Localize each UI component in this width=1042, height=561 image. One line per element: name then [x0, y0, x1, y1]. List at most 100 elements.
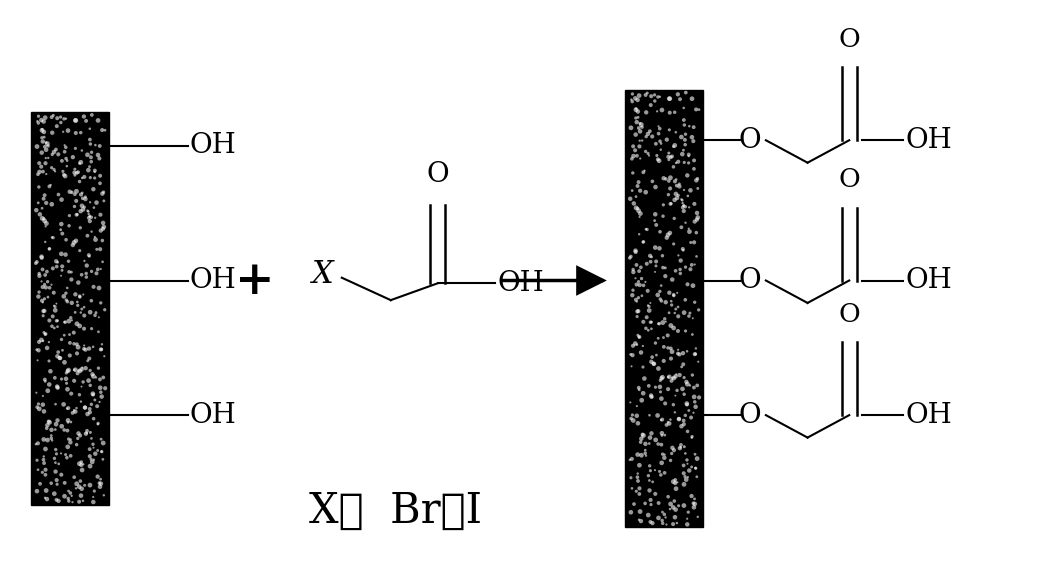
- Point: [651, 157, 668, 165]
- Point: [663, 499, 679, 508]
- Point: [673, 362, 690, 371]
- Point: [638, 324, 654, 333]
- Point: [625, 500, 642, 509]
- Point: [75, 378, 92, 387]
- Point: [635, 168, 651, 177]
- Point: [86, 173, 103, 182]
- Point: [688, 176, 704, 185]
- Point: [40, 387, 56, 396]
- Point: [653, 429, 670, 438]
- Point: [47, 445, 64, 454]
- Point: [89, 402, 105, 411]
- Point: [627, 192, 644, 201]
- Point: [655, 333, 672, 342]
- Point: [63, 435, 79, 444]
- Point: [665, 400, 681, 409]
- Point: [64, 316, 80, 325]
- Point: [72, 366, 89, 375]
- Point: [660, 190, 676, 199]
- Point: [65, 153, 81, 162]
- Point: [81, 198, 98, 207]
- Point: [35, 127, 52, 136]
- Point: [677, 327, 694, 335]
- Point: [73, 458, 90, 467]
- Point: [639, 313, 655, 322]
- Point: [38, 283, 54, 292]
- Point: [48, 257, 65, 266]
- Point: [52, 226, 69, 234]
- Text: OH: OH: [497, 270, 544, 297]
- Point: [644, 477, 661, 486]
- Point: [53, 470, 70, 479]
- Point: [80, 213, 97, 222]
- Point: [653, 516, 670, 525]
- Point: [27, 440, 44, 449]
- Point: [46, 165, 63, 174]
- Point: [60, 403, 77, 412]
- Point: [78, 116, 95, 125]
- Point: [84, 390, 101, 399]
- Point: [641, 486, 658, 495]
- Point: [660, 331, 676, 340]
- Point: [48, 449, 65, 458]
- Point: [67, 171, 83, 180]
- Point: [640, 326, 656, 335]
- Point: [30, 112, 47, 121]
- Point: [622, 194, 639, 203]
- Point: [631, 484, 648, 493]
- Point: [688, 464, 704, 473]
- Point: [66, 339, 82, 348]
- Point: [678, 399, 695, 408]
- Point: [55, 171, 72, 180]
- Point: [61, 211, 78, 220]
- Point: [631, 461, 648, 470]
- Point: [672, 265, 689, 274]
- Point: [669, 194, 686, 203]
- Point: [631, 136, 648, 145]
- Point: [60, 366, 77, 375]
- Point: [628, 297, 645, 306]
- Point: [69, 349, 85, 358]
- Point: [675, 103, 692, 112]
- Point: [40, 277, 56, 286]
- Point: [42, 367, 58, 376]
- Point: [686, 238, 702, 247]
- Point: [28, 345, 45, 354]
- Point: [84, 370, 101, 379]
- Point: [675, 246, 692, 255]
- Point: [44, 163, 60, 172]
- Text: O: O: [839, 301, 860, 327]
- Point: [623, 473, 640, 482]
- Point: [652, 295, 669, 304]
- Point: [661, 94, 677, 103]
- Point: [661, 155, 677, 164]
- Point: [43, 431, 59, 440]
- Point: [660, 343, 676, 352]
- Point: [77, 345, 94, 354]
- Point: [640, 130, 656, 139]
- Point: [42, 418, 58, 427]
- Point: [641, 306, 658, 315]
- Point: [641, 302, 658, 311]
- Point: [29, 142, 46, 151]
- Point: [92, 375, 108, 384]
- Point: [630, 277, 647, 286]
- Point: [35, 132, 52, 141]
- Point: [57, 235, 74, 244]
- Point: [33, 126, 50, 135]
- Point: [674, 349, 691, 358]
- Point: [71, 159, 88, 168]
- Point: [646, 216, 663, 225]
- Point: [630, 266, 647, 275]
- Point: [73, 382, 90, 391]
- Text: X：  Br、I: X： Br、I: [309, 490, 482, 531]
- Point: [627, 130, 644, 139]
- Point: [631, 142, 648, 151]
- Point: [679, 459, 696, 468]
- Point: [67, 165, 83, 174]
- Point: [687, 260, 703, 269]
- Point: [672, 95, 689, 104]
- Point: [83, 213, 100, 222]
- Point: [654, 519, 671, 528]
- Point: [679, 427, 696, 436]
